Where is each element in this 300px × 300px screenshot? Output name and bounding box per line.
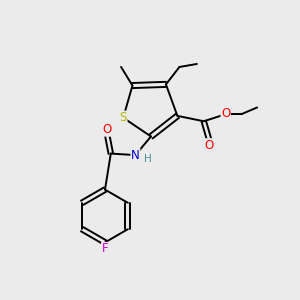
Text: O: O — [221, 107, 230, 120]
Text: O: O — [205, 139, 214, 152]
Text: H: H — [144, 154, 152, 164]
Text: N: N — [131, 148, 140, 162]
Text: O: O — [103, 123, 112, 136]
Text: S: S — [119, 111, 127, 124]
Text: F: F — [102, 242, 108, 256]
